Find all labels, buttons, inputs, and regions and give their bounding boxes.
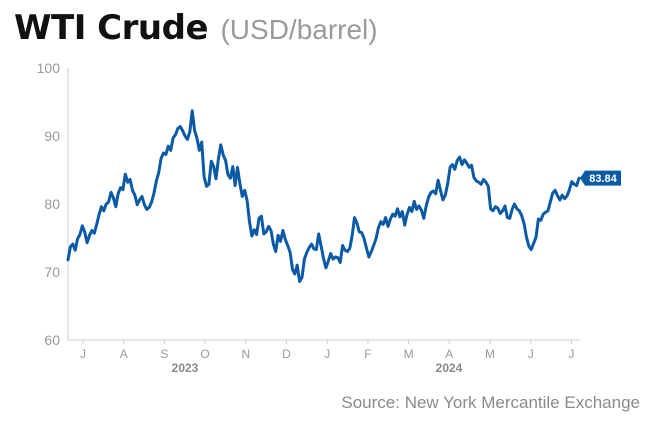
series-line (66, 109, 581, 283)
year-label: 2023 (172, 361, 199, 375)
x-tick-label: A (445, 347, 453, 361)
source-note: Source: New York Mercantile Exchange (341, 393, 640, 412)
y-tick-label: 100 (37, 60, 61, 76)
x-tick-label: O (200, 347, 209, 361)
chart-subtitle: (USD/barrel) (220, 14, 378, 45)
x-tick-label: N (241, 347, 250, 361)
last-value-label: 83.84 (589, 173, 617, 185)
x-tick-label: F (364, 347, 371, 361)
x-tick-label: S (160, 347, 168, 361)
x-tick-label: J (80, 347, 86, 361)
x-tick-label: J (568, 347, 574, 361)
y-tick-label: 60 (44, 332, 60, 348)
x-tick-label: M (485, 347, 495, 361)
last-value-badge (580, 170, 621, 186)
x-tick-label: D (282, 347, 291, 361)
y-tick-label: 80 (44, 196, 60, 212)
chart-title: WTI Crude (14, 8, 209, 48)
x-tick-label: J (528, 347, 534, 361)
y-tick-label: 70 (44, 264, 60, 280)
year-label: 2024 (436, 361, 463, 375)
x-tick-label: J (324, 347, 330, 361)
x-tick-label: A (120, 347, 128, 361)
x-tick-label: M (404, 347, 414, 361)
chart-title-row: WTI Crude (USD/barrel) (14, 8, 378, 48)
y-tick-label: 90 (44, 128, 60, 144)
